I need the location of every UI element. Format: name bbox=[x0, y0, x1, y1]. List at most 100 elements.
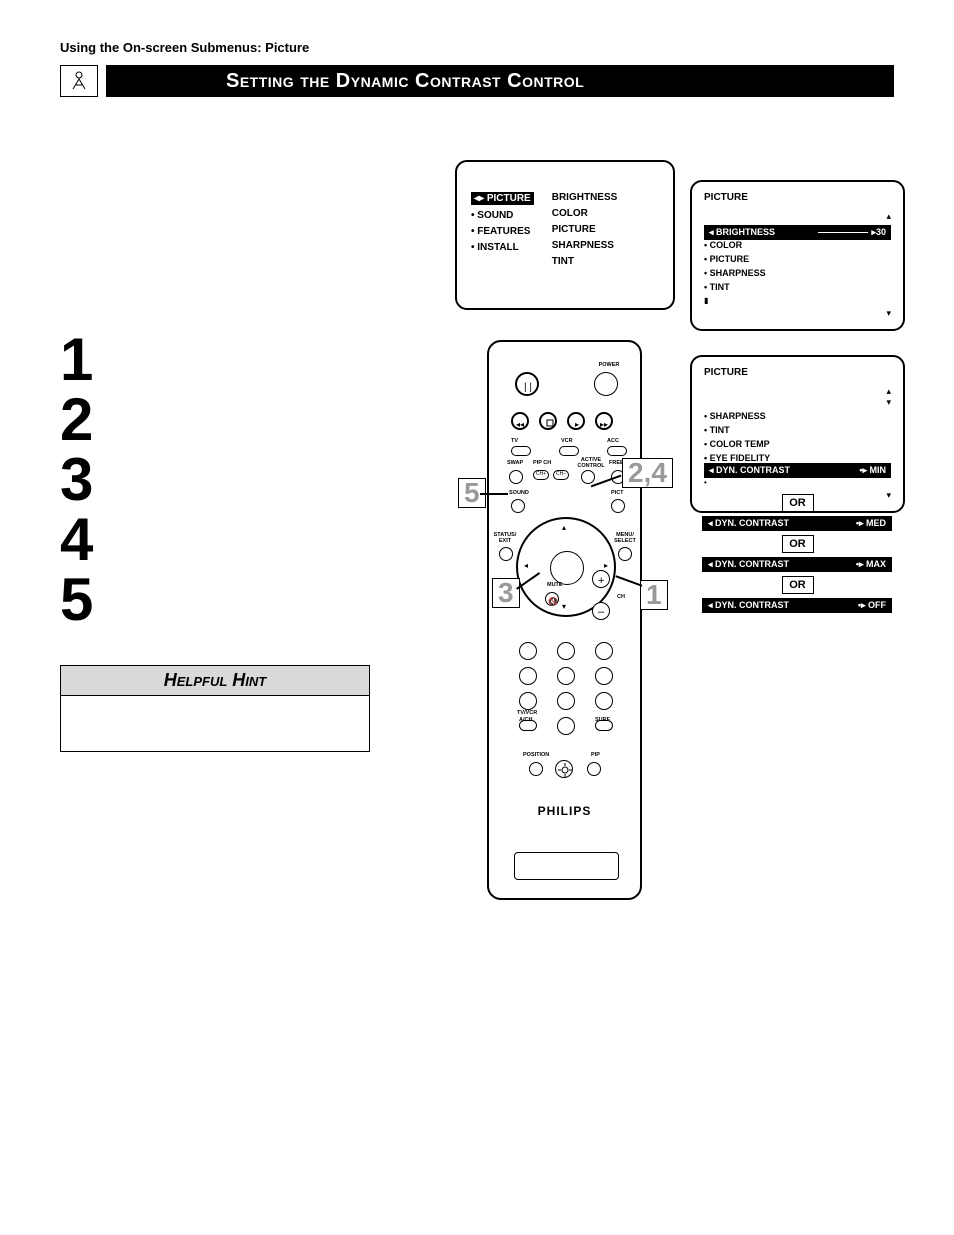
num-7-button[interactable] bbox=[519, 692, 537, 710]
pause-button[interactable]: | | bbox=[515, 372, 539, 396]
rewind-button[interactable]: ◂◂ bbox=[511, 412, 529, 430]
or-label-3: OR bbox=[782, 576, 814, 594]
num-3-button[interactable] bbox=[595, 642, 613, 660]
brand-logo: PHILIPS bbox=[489, 804, 640, 818]
arrow-down-icon: ▾ bbox=[704, 308, 891, 319]
num-9-button[interactable] bbox=[595, 692, 613, 710]
ach-button[interactable] bbox=[519, 720, 537, 731]
pipch-label: PIP CH bbox=[533, 460, 551, 466]
vcr-label: VCR bbox=[561, 438, 573, 444]
num-4-button[interactable] bbox=[519, 667, 537, 685]
helpful-hint-title: Helpful Hint bbox=[61, 666, 369, 696]
rp2-colortemp: COLOR TEMP bbox=[704, 439, 891, 449]
num-0-button[interactable] bbox=[557, 717, 575, 735]
power-button[interactable] bbox=[594, 372, 618, 396]
ch-up-button[interactable]: + bbox=[592, 570, 610, 588]
arrow-up-icon: ▴ bbox=[704, 211, 891, 222]
svg-text:🔇: 🔇 bbox=[548, 596, 558, 606]
active-control-button[interactable] bbox=[581, 470, 595, 484]
acc-label: ACC bbox=[607, 438, 619, 444]
center-button[interactable] bbox=[555, 760, 573, 778]
svg-text:–: – bbox=[598, 606, 605, 618]
step-1: 1 bbox=[60, 330, 93, 390]
active-control-label: ACTIVECONTROL bbox=[577, 457, 605, 469]
ffwd-button[interactable]: ▸▸ bbox=[595, 412, 613, 430]
page-title: Setting the Dynamic Contrast Control bbox=[106, 65, 894, 97]
swap-button[interactable] bbox=[509, 470, 523, 484]
option-off: ◂ DYN. CONTRAST •▸ OFF bbox=[702, 598, 892, 613]
stop-button[interactable] bbox=[539, 412, 557, 430]
num-1-button[interactable] bbox=[519, 642, 537, 660]
main-menu-column: PICTURE SOUND FEATURES INSTALL bbox=[471, 192, 534, 298]
brightness-label: BRIGHTNESS bbox=[716, 227, 775, 237]
acc-button[interactable] bbox=[607, 446, 627, 456]
arrow-updown-icon: ▴▾ bbox=[704, 386, 891, 408]
num-5-button[interactable] bbox=[557, 667, 575, 685]
breadcrumb: Using the On-screen Submenus: Picture bbox=[60, 40, 894, 55]
rp2-sharpness: SHARPNESS bbox=[704, 411, 891, 421]
rp1-picture: PICTURE bbox=[704, 254, 891, 264]
tv-label: TV bbox=[511, 438, 518, 444]
pict-label: PICT bbox=[611, 490, 624, 496]
cursor-up-icon[interactable]: ▴ bbox=[562, 523, 566, 532]
callout-3: 3 bbox=[492, 578, 520, 608]
swap-label: SWAP bbox=[507, 460, 523, 466]
menu-select-button[interactable] bbox=[618, 547, 632, 561]
step-2: 2 bbox=[60, 390, 93, 450]
pip-label: PIP bbox=[591, 752, 600, 758]
dyncontrast-options: OR ◂ DYN. CONTRAST •▸ MED OR ◂ DYN. CONT… bbox=[690, 490, 905, 613]
svg-text:◂◂: ◂◂ bbox=[516, 420, 524, 429]
cursor-right-icon[interactable]: ▸ bbox=[604, 561, 608, 570]
remote-bottom-panel bbox=[514, 852, 619, 880]
tv-button[interactable] bbox=[511, 446, 531, 456]
picture-title-2: PICTURE bbox=[704, 367, 891, 378]
helpful-hint-body bbox=[61, 696, 369, 751]
rp1-tint: TINT bbox=[704, 282, 891, 292]
rp2-tint: TINT bbox=[704, 425, 891, 435]
sound-label: SOUND bbox=[509, 490, 529, 496]
callout-1: 1 bbox=[640, 580, 668, 610]
num-6-button[interactable] bbox=[595, 667, 613, 685]
picture-title-1: PICTURE bbox=[704, 192, 891, 203]
vcr-button[interactable] bbox=[559, 446, 579, 456]
option-max: ◂ DYN. CONTRAST •▸ MAX bbox=[702, 557, 892, 572]
play-button[interactable]: ▸ bbox=[567, 412, 585, 430]
option-med: ◂ DYN. CONTRAST •▸ MED bbox=[702, 516, 892, 531]
status-exit-button[interactable] bbox=[499, 547, 513, 561]
callout-5-line bbox=[480, 493, 508, 495]
pip-button[interactable] bbox=[587, 762, 601, 776]
title-row: Setting the Dynamic Contrast Control bbox=[60, 65, 894, 97]
sound-button[interactable] bbox=[511, 499, 525, 513]
menu-features: FEATURES bbox=[471, 226, 534, 237]
menu-install: INSTALL bbox=[471, 242, 534, 253]
brightness-selected: ◂ BRIGHTNESS ▸30 bbox=[704, 225, 891, 240]
svg-text:+: + bbox=[598, 575, 604, 587]
num-8-button[interactable] bbox=[557, 692, 575, 710]
main-menu-panel: PICTURE SOUND FEATURES INSTALL BRIGHTNES… bbox=[455, 160, 675, 310]
power-label: POWER bbox=[594, 362, 624, 368]
ch-down-button[interactable]: – bbox=[592, 602, 610, 620]
chplus-button[interactable]: CH+ bbox=[533, 470, 549, 480]
pict-button[interactable] bbox=[611, 499, 625, 513]
cursor-left-icon[interactable]: ◂ bbox=[524, 561, 528, 570]
or-label-2: OR bbox=[782, 535, 814, 553]
svg-text:▸▸: ▸▸ bbox=[600, 420, 608, 429]
position-button[interactable] bbox=[529, 762, 543, 776]
svg-text:| |: | | bbox=[524, 382, 532, 393]
num-2-button[interactable] bbox=[557, 642, 575, 660]
chminus-button[interactable]: CH– bbox=[553, 470, 569, 480]
mute-label: MUTE bbox=[547, 582, 563, 588]
position-label: POSITION bbox=[523, 752, 549, 758]
step-numbers: 1 2 3 4 5 bbox=[60, 330, 93, 630]
step-4: 4 bbox=[60, 510, 93, 570]
rp1-sharpness: SHARPNESS bbox=[704, 268, 891, 278]
surf-button[interactable] bbox=[595, 720, 613, 731]
svg-text:▸: ▸ bbox=[575, 420, 579, 429]
submenu-brightness: BRIGHTNESS bbox=[552, 192, 618, 203]
cursor-down-icon[interactable]: ▾ bbox=[562, 602, 566, 611]
mute-button[interactable]: 🔇 bbox=[545, 592, 559, 606]
helpful-hint-box: Helpful Hint bbox=[60, 665, 370, 752]
picture-panel-brightness: PICTURE ▴ ◂ BRIGHTNESS ▸30 COLOR PICTURE… bbox=[690, 180, 905, 331]
dyncontrast-selected: ◂ DYN. CONTRAST •▸ MIN bbox=[704, 463, 891, 478]
submenu-tint: TINT bbox=[552, 256, 618, 267]
